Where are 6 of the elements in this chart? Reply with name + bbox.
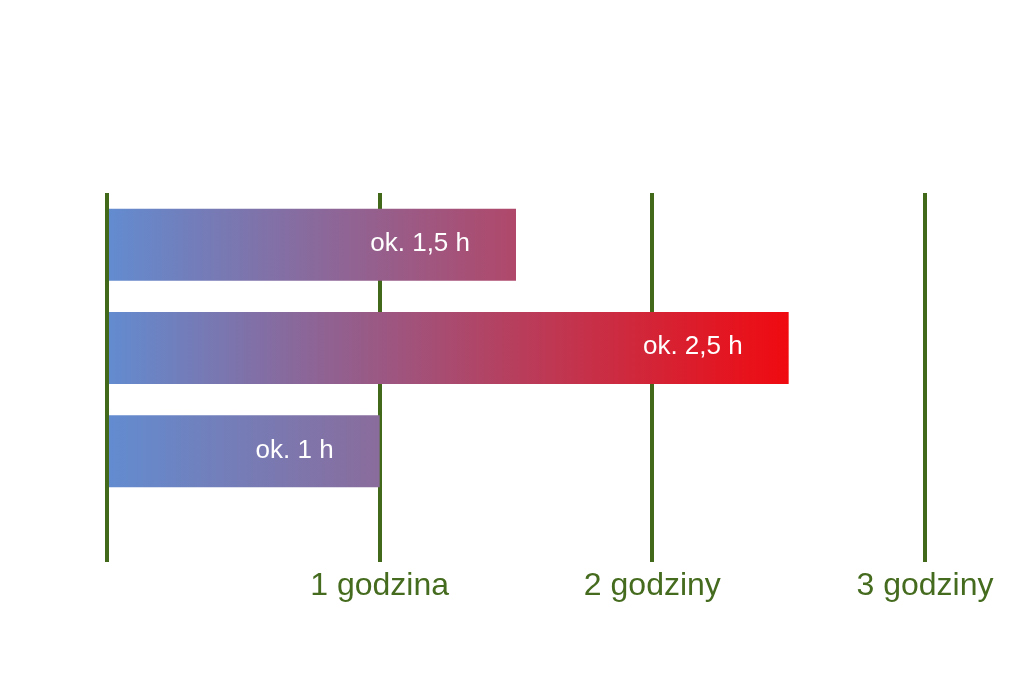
data-label: ok. 2,5 h — [642, 330, 743, 361]
data-label: ok. 1,5 h — [370, 226, 470, 257]
x-tick-label: 3 godziny — [856, 565, 994, 602]
x-tick-label: 1 godzina — [310, 565, 450, 602]
data-label: ok. 1 h — [255, 433, 334, 464]
x-tick-label: 2 godziny — [583, 565, 721, 602]
